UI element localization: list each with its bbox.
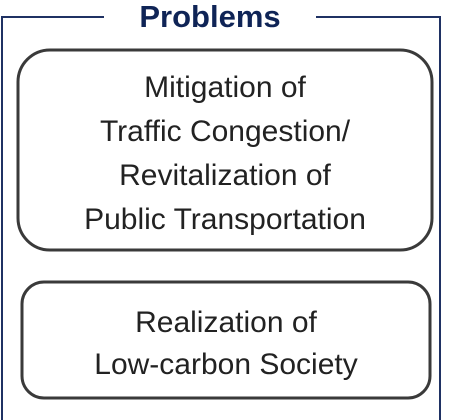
frame-title: Problems: [139, 0, 280, 34]
box-text: Realization of: [135, 306, 317, 339]
frame: [1, 16, 441, 420]
problem-box: [20, 280, 432, 400]
box-text: Public Transportation: [84, 203, 366, 236]
problem-box: [16, 48, 434, 252]
box-text: Mitigation of: [144, 71, 306, 104]
box-text: Low-carbon Society: [94, 348, 357, 381]
box-text: Revitalization of: [119, 159, 331, 192]
box-text: Traffic Congestion/: [100, 115, 351, 148]
